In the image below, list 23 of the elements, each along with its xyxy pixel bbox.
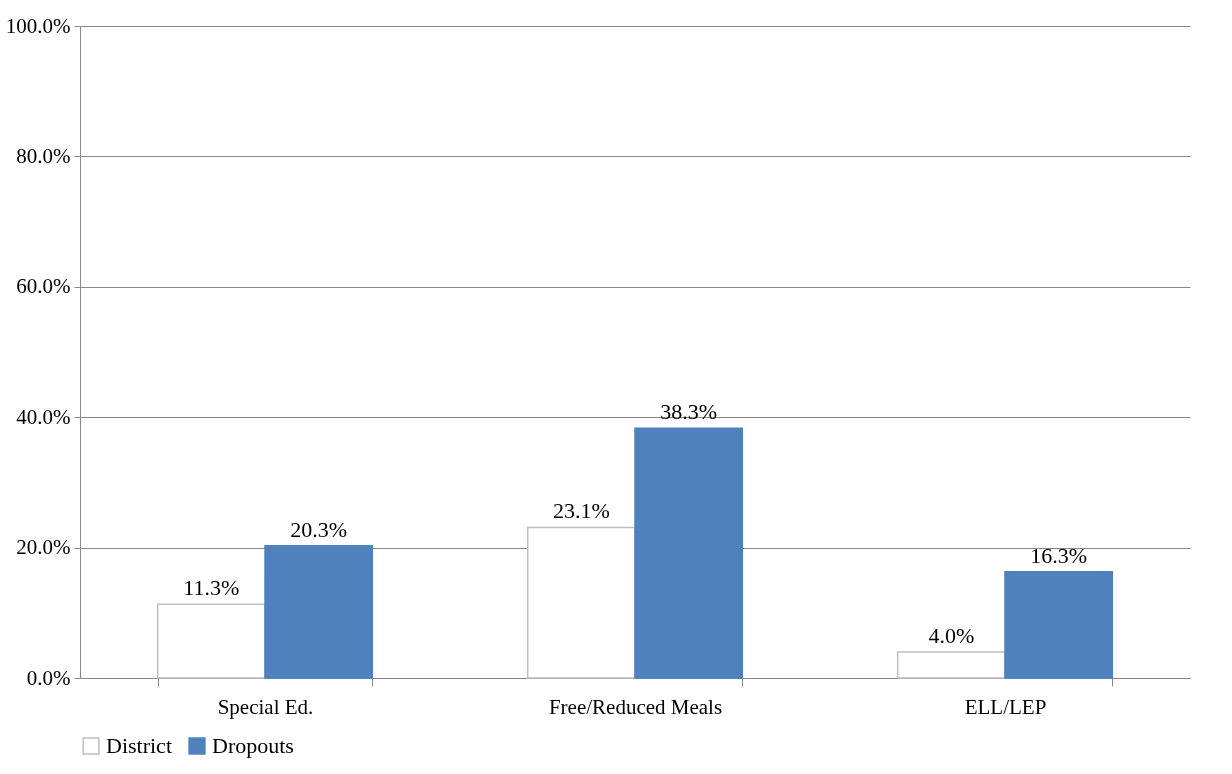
y-tick-label: 100.0% [5,13,71,38]
legend-label: Dropouts [212,733,294,758]
bar [1004,570,1114,679]
y-tick-label: 40.0% [16,404,71,429]
data-label: 16.3% [1030,542,1088,568]
data-label: 38.3% [660,399,718,425]
data-label: 23.1% [552,498,610,524]
x-tick-label: Free/Reduced Meals [548,694,723,719]
legend-label: District [106,733,172,758]
x-tick-label: ELL/LEP [964,694,1047,719]
y-tick-label: 0.0% [26,665,71,690]
bar [156,603,266,679]
y-tick-label: 80.0% [16,143,71,168]
data-label: 20.3% [290,516,348,542]
data-label: 4.0% [928,622,975,648]
x-tick-label: Special Ed. [217,694,314,719]
bar [634,427,744,679]
bar [896,651,1006,679]
y-tick-label: 60.0% [16,274,71,299]
data-label: 11.3% [183,575,240,601]
bar [526,526,636,679]
y-tick-label: 20.0% [16,535,71,560]
bar [264,544,374,679]
